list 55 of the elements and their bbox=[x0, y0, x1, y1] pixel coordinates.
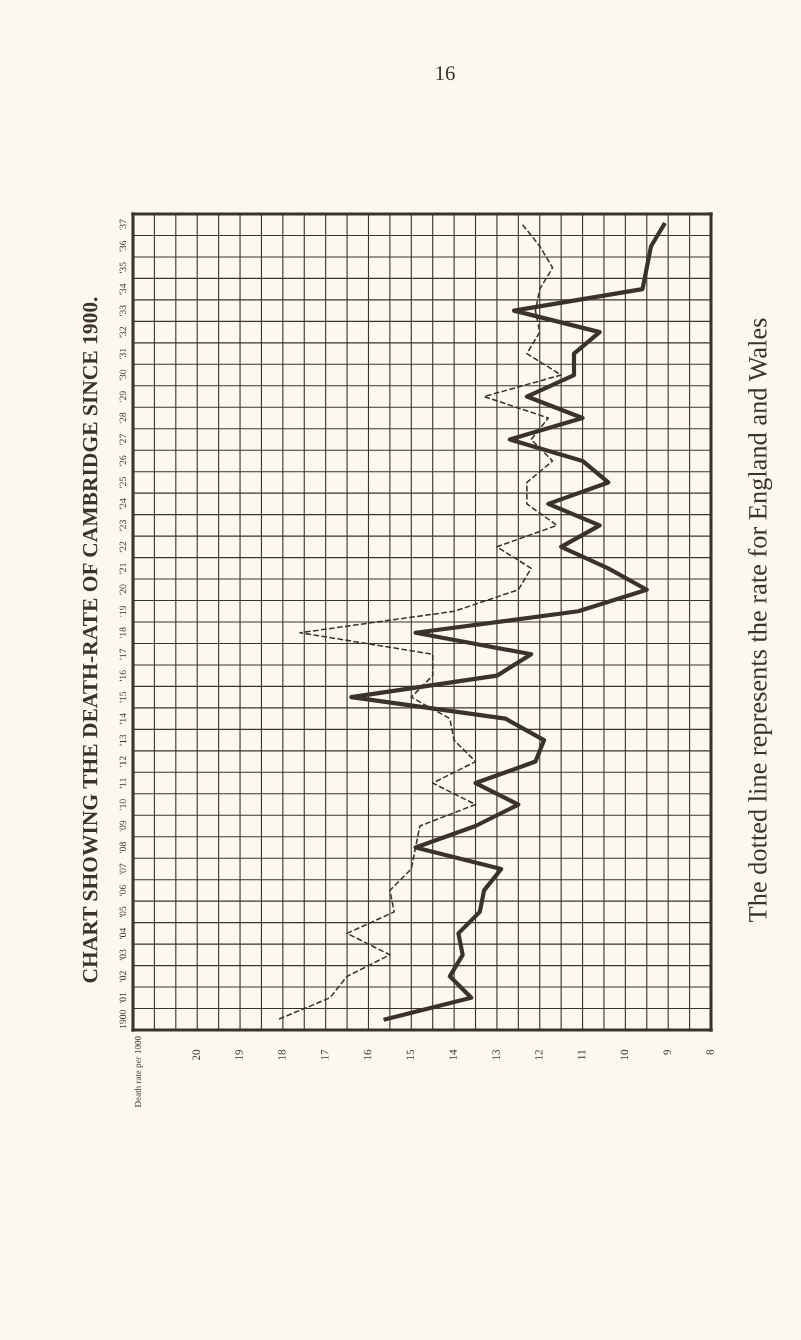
x-tick-label: 14 bbox=[449, 1049, 457, 1060]
y-tick-label: '07 bbox=[119, 863, 127, 875]
y-tick-label: '09 bbox=[119, 820, 127, 832]
y-tick-label: '06 bbox=[119, 884, 127, 896]
y-tick-label: '19 bbox=[119, 605, 127, 617]
x-tick-label: 10 bbox=[620, 1049, 629, 1060]
y-tick-label: '01 bbox=[119, 992, 127, 1004]
x-tick-label: 19 bbox=[235, 1049, 243, 1060]
y-tick-label: '29 bbox=[119, 391, 127, 402]
y-tick-label: '05 bbox=[119, 906, 127, 918]
y-tick-label: '27 bbox=[119, 434, 127, 445]
y-tick-label: '22 bbox=[119, 541, 127, 553]
y-tick-label: '23 bbox=[119, 520, 127, 531]
text: Death rate per 1000 bbox=[134, 1036, 143, 1108]
y-tick-label: '04 bbox=[119, 927, 127, 939]
y-tick-label: '10 bbox=[119, 799, 127, 810]
y-tick-label: '37 bbox=[119, 219, 127, 231]
y-tick-label: '26 bbox=[119, 455, 127, 467]
y-tick-label: '31 bbox=[119, 348, 127, 359]
y-tick-label: '18 bbox=[119, 627, 127, 639]
x-tick-label: 9 bbox=[663, 1049, 671, 1055]
y-tick-label: '13 bbox=[119, 734, 127, 746]
y-tick-label: '15 bbox=[119, 691, 127, 703]
x-tick-label: 16 bbox=[363, 1049, 372, 1060]
y-tick-label: '32 bbox=[119, 326, 127, 338]
y-tick-label: '20 bbox=[119, 584, 127, 596]
x-tick-label: 18 bbox=[278, 1049, 286, 1060]
y-tick-label: '30 bbox=[119, 369, 127, 381]
y-tick-label: '16 bbox=[119, 670, 127, 682]
y-tick-label: '33 bbox=[119, 305, 127, 316]
y-tick-label: '28 bbox=[119, 412, 127, 424]
x-tick-label: 13 bbox=[492, 1049, 500, 1060]
text: 16 bbox=[436, 66, 455, 81]
y-tick-label: '02 bbox=[119, 971, 127, 982]
y-tick-label: '36 bbox=[119, 240, 127, 252]
y-tick-label: 1900 bbox=[119, 1009, 127, 1029]
y-tick-label: '17 bbox=[119, 648, 127, 660]
y-tick-label: '34 bbox=[119, 283, 127, 295]
x-tick-label: 12 bbox=[535, 1050, 543, 1060]
y-tick-label: '35 bbox=[119, 262, 127, 274]
y-tick-label: '24 bbox=[119, 498, 127, 510]
x-tick-label: 8 bbox=[706, 1049, 714, 1055]
y-tick-label: '25 bbox=[119, 477, 127, 488]
y-tick-label: '03 bbox=[119, 949, 127, 961]
y-tick-label: '11 bbox=[119, 778, 127, 789]
y-tick-label: '14 bbox=[119, 713, 127, 724]
y-tick-label: '12 bbox=[119, 756, 127, 767]
y-tick-label: '21 bbox=[119, 563, 127, 574]
x-tick-label: 17 bbox=[321, 1049, 329, 1060]
text: CHART SHOWING THE DEATH-RATE OF CAMBRIDGE SINCE 1900. bbox=[82, 297, 98, 983]
y-tick-label: '08 bbox=[119, 842, 127, 853]
x-tick-label: 15 bbox=[406, 1049, 415, 1060]
x-tick-label: 11 bbox=[577, 1050, 586, 1060]
x-tick-label: 20 bbox=[192, 1049, 200, 1061]
text: The dotted line represents the rate for England and Wales bbox=[747, 318, 773, 922]
